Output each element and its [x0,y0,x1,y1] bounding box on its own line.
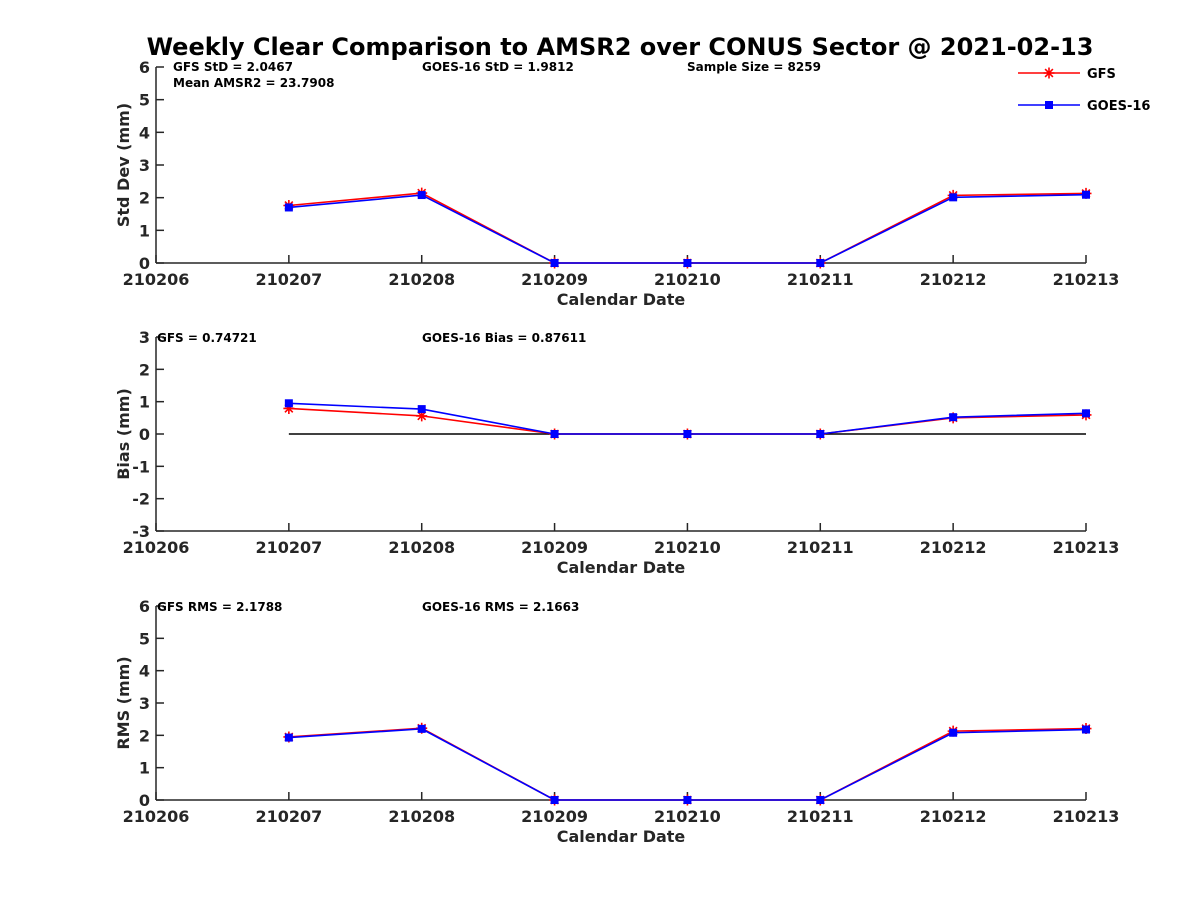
data-point-GOES-16 [417,405,426,414]
legend-label-GOES-16: GOES-16 [1087,99,1150,114]
x-tick-label: 210210 [654,538,721,557]
data-point-GOES-16 [284,399,293,408]
x-tick-label: 210212 [920,807,987,826]
x-tick-label: 210207 [255,270,322,289]
y-tick-label: 3 [139,156,150,175]
x-tick-label: 210211 [787,270,854,289]
x-tick-label: 210211 [787,538,854,557]
chart-panel-3: 0 1 2 3 4 5 6 210206 210207 210208 210209 210210 210… [114,597,1119,846]
stat-annotation: GFS = 0.74721 [157,331,257,345]
data-point-GOES-16 [816,796,825,804]
y-tick-label: 1 [139,221,150,240]
x-tick-label: 210212 [920,538,987,557]
stat-annotation: GOES-16 StD = 1.9812 [422,60,574,74]
data-point-GOES-16 [683,430,692,438]
stat-annotation: GFS RMS = 2.1788 [157,600,282,614]
x-tick-label: 210210 [654,270,721,289]
stat-annotation: Sample Size = 8259 [687,60,821,74]
legend: GFS GOES-16 [1018,67,1150,114]
data-point-GOES-16 [417,191,426,200]
data-point-GOES-16 [949,728,958,737]
legend-marker-GFS [1043,67,1055,79]
stat-annotation: Mean AMSR2 = 23.7908 [173,76,334,90]
y-tick-label: -1 [132,457,150,476]
y-tick-label: 5 [139,91,150,110]
x-tick-label: 210208 [388,538,455,557]
y-axis-label: Bias (mm) [114,388,133,480]
x-tick-label: 210209 [521,538,588,557]
data-point-GFS [283,402,295,414]
data-point-GOES-16 [1082,190,1090,199]
y-tick-label: 2 [139,726,150,745]
y-tick-label: 0 [139,425,150,444]
legend-label-GFS: GFS [1087,67,1116,82]
data-point-GOES-16 [683,259,692,267]
y-tick-label: 3 [139,328,150,347]
data-point-GOES-16 [949,193,958,202]
y-tick-label: 1 [139,393,150,412]
chart-panel-2: -3 -2 -1 0 1 2 3 210206 210207 210208 210209 210210… [114,328,1119,577]
data-point-GOES-16 [284,733,293,742]
legend-marker-GOES-16 [1045,101,1053,109]
y-tick-label: 1 [139,759,150,778]
stat-annotation: GOES-16 RMS = 2.1663 [422,600,579,614]
y-tick-label: 3 [139,694,150,713]
data-point-GOES-16 [816,259,825,267]
x-tick-label: 210213 [1053,538,1120,557]
x-tick-label: 210206 [123,807,190,826]
x-tick-label: 210208 [388,270,455,289]
y-axis-label: RMS (mm) [114,656,133,749]
x-tick-label: 210210 [654,807,721,826]
y-tick-label: 2 [139,360,150,379]
y-tick-label: -2 [132,490,150,509]
x-tick-label: 210213 [1053,270,1120,289]
figure-title: Weekly Clear Comparison to AMSR2 over CO… [147,33,1094,61]
y-axis-label: Std Dev (mm) [114,103,133,227]
data-point-GOES-16 [417,724,426,733]
data-point-GOES-16 [1082,725,1090,734]
x-tick-label: 210208 [388,807,455,826]
data-point-GOES-16 [550,430,559,438]
data-point-GFS [416,410,428,422]
stat-annotation: GFS StD = 2.0467 [173,60,293,74]
x-tick-label: 210206 [123,270,190,289]
data-point-GOES-16 [284,203,293,212]
chart-panel-1: 0 1 2 3 4 5 6 210206 210207 210208 210209 210210 210… [114,58,1119,309]
y-tick-label: 6 [139,58,150,77]
x-tick-label: 210209 [521,270,588,289]
data-point-GOES-16 [1082,409,1090,418]
x-tick-label: 210209 [521,807,588,826]
data-point-GOES-16 [816,430,825,438]
y-tick-label: -3 [132,522,150,541]
y-tick-label: 2 [139,189,150,208]
x-tick-label: 210212 [920,270,987,289]
x-tick-label: 210207 [255,538,322,557]
y-tick-label: 4 [139,662,150,681]
y-tick-label: 4 [139,123,150,142]
data-point-GOES-16 [949,413,958,422]
x-tick-label: 210207 [255,807,322,826]
data-point-GOES-16 [550,259,559,267]
y-tick-label: 6 [139,597,150,616]
y-tick-label: 0 [139,254,150,273]
data-point-GOES-16 [550,796,559,804]
data-point-GOES-16 [683,796,692,804]
x-tick-label: 210211 [787,807,854,826]
x-axis-label: Calendar Date [557,827,686,846]
x-tick-label: 210213 [1053,807,1120,826]
x-axis-label: Calendar Date [557,558,686,577]
x-tick-label: 210206 [123,538,190,557]
x-axis-label: Calendar Date [557,290,686,309]
stat-annotation: GOES-16 Bias = 0.87611 [422,331,586,345]
y-tick-label: 5 [139,629,150,648]
y-tick-label: 0 [139,791,150,810]
